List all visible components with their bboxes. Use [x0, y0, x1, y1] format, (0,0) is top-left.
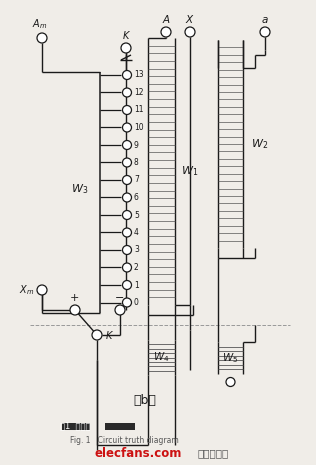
Text: 13: 13	[134, 71, 144, 80]
Circle shape	[37, 285, 47, 295]
Circle shape	[123, 71, 131, 80]
Text: $W_5$: $W_5$	[222, 351, 239, 365]
Text: 0: 0	[134, 298, 139, 307]
Circle shape	[123, 211, 131, 219]
Text: +: +	[69, 293, 79, 303]
Text: 11: 11	[134, 106, 143, 114]
Text: $X_m$: $X_m$	[19, 283, 34, 297]
Circle shape	[226, 378, 235, 386]
Circle shape	[161, 27, 171, 37]
Text: −: −	[115, 293, 125, 303]
Text: 2: 2	[134, 263, 139, 272]
Circle shape	[92, 330, 102, 340]
Text: 10: 10	[134, 123, 144, 132]
Text: 12: 12	[134, 88, 143, 97]
Text: 5: 5	[134, 211, 139, 219]
Text: 1: 1	[134, 280, 139, 290]
Circle shape	[37, 33, 47, 43]
Text: 图1  原理图: 图1 原理图	[60, 421, 90, 431]
Circle shape	[123, 193, 131, 202]
Circle shape	[123, 106, 131, 114]
Text: 9: 9	[134, 140, 139, 150]
Circle shape	[123, 246, 131, 254]
Circle shape	[123, 88, 131, 97]
Circle shape	[70, 305, 80, 315]
Text: $K$: $K$	[105, 329, 114, 341]
Circle shape	[123, 280, 131, 290]
Circle shape	[123, 123, 131, 132]
Text: 电子发烧友: 电子发烧友	[198, 448, 228, 458]
Bar	[105, 423, 135, 430]
Text: （b）: （b）	[134, 393, 156, 406]
Text: 4: 4	[134, 228, 139, 237]
Text: Fig. 1   Circuit truth diagram: Fig. 1 Circuit truth diagram	[70, 436, 179, 445]
Circle shape	[123, 175, 131, 185]
Text: $W_3$: $W_3$	[71, 182, 88, 196]
Circle shape	[121, 43, 131, 53]
Circle shape	[115, 305, 125, 315]
Text: $X$: $X$	[185, 13, 195, 25]
Text: $K$: $K$	[123, 29, 131, 41]
Text: 6: 6	[134, 193, 139, 202]
Circle shape	[123, 158, 131, 167]
Text: 3: 3	[134, 246, 139, 254]
Text: 8: 8	[134, 158, 139, 167]
Text: $W_1$: $W_1$	[181, 165, 198, 179]
Circle shape	[123, 140, 131, 150]
Circle shape	[260, 27, 270, 37]
Text: 7: 7	[134, 175, 139, 185]
Circle shape	[123, 298, 131, 307]
Text: $a$: $a$	[261, 15, 269, 25]
Text: $A_m$: $A_m$	[32, 17, 48, 31]
Circle shape	[123, 263, 131, 272]
Bar	[62, 423, 90, 430]
Text: elecfans.com: elecfans.com	[94, 446, 182, 459]
Text: $W_2$: $W_2$	[251, 137, 268, 151]
Text: $W_4$: $W_4$	[153, 351, 170, 365]
Circle shape	[123, 228, 131, 237]
Circle shape	[185, 27, 195, 37]
Text: $A$: $A$	[161, 13, 170, 25]
